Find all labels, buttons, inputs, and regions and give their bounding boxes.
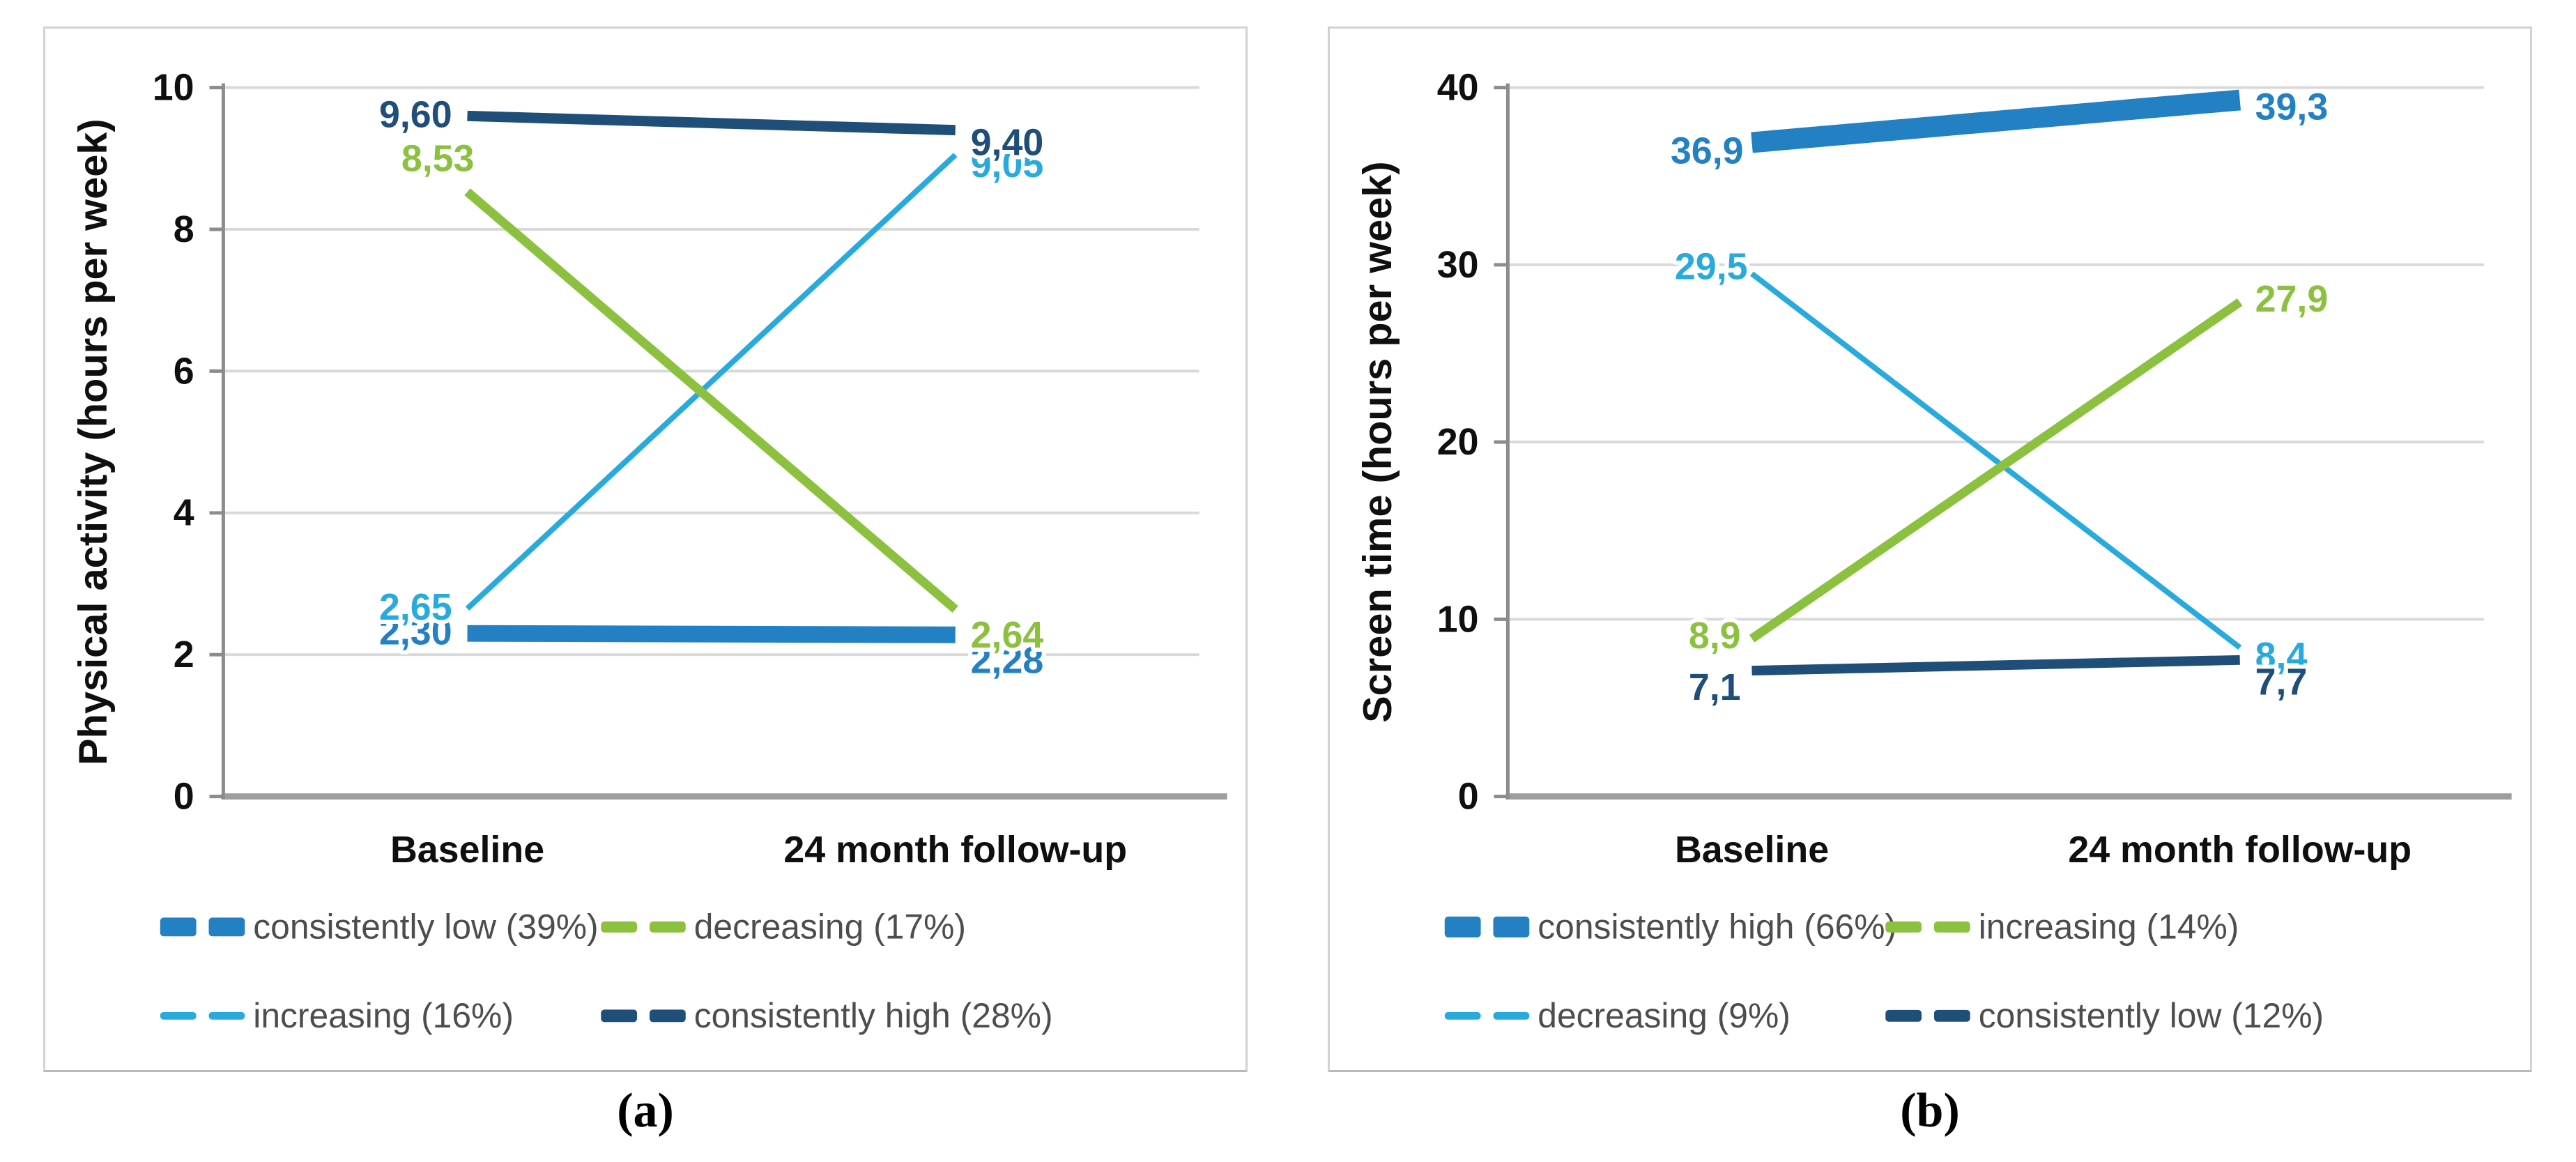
- data-label: 7,1: [1689, 666, 1741, 708]
- y-tick-label: 0: [174, 776, 194, 818]
- y-tick-label: 2: [174, 634, 194, 675]
- data-label: 8,53: [401, 137, 475, 179]
- data-label: 9,40: [971, 122, 1044, 164]
- y-axis-title: Screen time (hours per week): [1356, 161, 1400, 723]
- legend-label: consistently high (66%): [1538, 908, 1896, 947]
- y-tick-label: 40: [1437, 67, 1479, 109]
- legend-marker-cyan: [160, 1011, 197, 1020]
- x-category-label: Baseline: [390, 829, 544, 871]
- legend-marker-navy: [601, 1009, 638, 1023]
- legend-marker-green: [601, 921, 638, 933]
- legend-marker-green: [1933, 921, 1970, 933]
- y-tick-label: 10: [1437, 598, 1479, 640]
- y-axis-title: Physical activity (hours per week): [71, 119, 116, 765]
- legend-marker-cyan: [1493, 1011, 1530, 1020]
- series-line-blue: [1751, 89, 2241, 153]
- legend-label: consistently low (12%): [1979, 996, 2324, 1035]
- data-label: 2,64: [971, 614, 1044, 656]
- data-label: 36,9: [1671, 130, 1744, 171]
- legend-label: consistently low (39%): [253, 908, 598, 947]
- x-category-label: Baseline: [1675, 829, 1829, 871]
- data-label: 2,30: [379, 611, 452, 653]
- panel-caption-b: (b): [1900, 1084, 1960, 1138]
- legend-label: increasing (14%): [1979, 908, 2239, 947]
- data-label: 2,65: [379, 586, 452, 628]
- chart-a-physical-activity: 0 2 4 6 8 10 Baseline 24 month follow-up Physica…: [71, 67, 1227, 1035]
- legend-label: increasing (16%): [253, 996, 514, 1035]
- legend-label: decreasing (9%): [1538, 996, 1791, 1035]
- data-label: 8,4: [2255, 635, 2308, 677]
- legend-marker-green: [649, 921, 686, 933]
- panels-row: 0 2 4 6 8 10 Baseline 24 month follow-up Physica…: [43, 26, 2532, 1072]
- data-label: 9,60: [379, 93, 452, 135]
- x-category-label: 24 month follow-up: [2068, 829, 2412, 871]
- legend-marker-blue: [1444, 916, 1481, 938]
- legend-marker-green: [1885, 921, 1922, 933]
- y-tick-label: 0: [1458, 776, 1479, 818]
- y-tick-label: 20: [1437, 421, 1479, 463]
- series-line-navy: [467, 110, 956, 136]
- series-line-cyan: [1750, 271, 2242, 650]
- y-tick-label: 30: [1437, 244, 1479, 286]
- legend-marker-cyan: [208, 1011, 245, 1020]
- legend-marker-navy: [1885, 1009, 1922, 1022]
- y-tick-label: 6: [174, 350, 194, 392]
- chart-panel-b: 0 10 20 30 40 Baseline 24 month follow-up Scree…: [1328, 26, 2532, 1072]
- data-label: 39,3: [2255, 86, 2329, 128]
- legend-label: consistently high (28%): [694, 996, 1053, 1035]
- series-line-green: [1749, 298, 2243, 643]
- data-label: 8,9: [1689, 615, 1741, 657]
- data-label: 9,05: [971, 144, 1044, 185]
- chart-b-screen-time: 0 10 20 30 40 Baseline 24 month follow-up Scree…: [1356, 67, 2512, 1035]
- legend-label: decreasing (17%): [694, 908, 966, 947]
- legend-marker-navy: [649, 1009, 686, 1023]
- legend-marker-navy: [1933, 1009, 1970, 1022]
- x-category-label: 24 month follow-up: [783, 829, 1127, 871]
- legend-marker-blue: [208, 917, 245, 937]
- captions-row: (a) (b): [0, 1072, 2576, 1139]
- data-label: 27,9: [2255, 278, 2329, 320]
- data-label: 2,28: [971, 639, 1044, 681]
- legend-marker-cyan: [1444, 1011, 1481, 1020]
- legend-marker-blue: [1493, 916, 1530, 938]
- chart-panel-a: 0 2 4 6 8 10 Baseline 24 month follow-up Physica…: [43, 26, 1248, 1072]
- y-tick-label: 8: [174, 208, 194, 250]
- data-label: 29,5: [1675, 246, 1748, 288]
- legend-marker-blue: [160, 917, 197, 937]
- y-tick-label: 4: [174, 492, 194, 534]
- y-tick-label: 10: [153, 67, 194, 109]
- panel-caption-a: (a): [617, 1084, 674, 1138]
- series-line-navy: [1751, 655, 2240, 676]
- data-label: 7,7: [2255, 662, 2308, 703]
- series-line-green: [464, 188, 958, 613]
- series-line-blue: [467, 625, 956, 643]
- series-line-cyan: [465, 153, 958, 611]
